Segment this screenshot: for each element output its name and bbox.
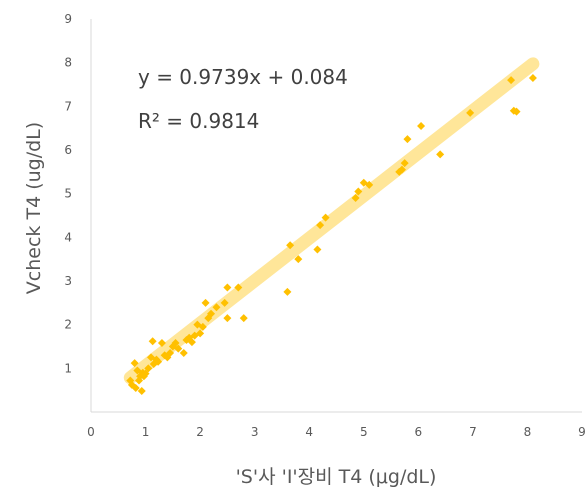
data-point xyxy=(148,337,157,346)
data-point xyxy=(212,303,221,312)
data-point xyxy=(223,283,232,292)
data-point xyxy=(507,76,516,85)
trendline-equation: y = 0.9739x + 0.084 xyxy=(138,65,348,89)
data-point xyxy=(179,349,188,358)
y-tick-label: 8 xyxy=(64,56,72,70)
y-tick-label: 2 xyxy=(64,318,72,332)
x-tick-label: 6 xyxy=(415,425,423,439)
y-tick-label: 9 xyxy=(64,12,72,26)
data-point xyxy=(207,309,216,318)
y-axis-title: Vcheck T4 (ug/dL) xyxy=(23,122,45,294)
y-tick-label: 5 xyxy=(64,187,72,201)
data-point xyxy=(166,349,175,358)
data-point xyxy=(316,221,325,230)
y-tick-label: 6 xyxy=(64,143,72,157)
x-axis-title: 'S'사 'I'장비 T4 (μg/dL) xyxy=(236,466,437,488)
x-tick-label: 3 xyxy=(251,425,259,439)
data-point xyxy=(239,314,248,323)
y-tick-label: 1 xyxy=(64,361,72,375)
r-squared-label: R² = 0.9814 xyxy=(138,109,259,133)
y-tick-labels: 1 2 3 4 5 6 7 8 9 xyxy=(64,12,72,375)
x-tick-label: 5 xyxy=(360,425,368,439)
data-point xyxy=(286,241,295,250)
data-point xyxy=(313,245,322,254)
data-point xyxy=(137,387,146,396)
data-points xyxy=(126,73,537,396)
y-tick-label: 4 xyxy=(64,230,72,244)
y-tick-label: 7 xyxy=(64,99,72,113)
data-point xyxy=(436,150,445,159)
data-point xyxy=(223,314,232,323)
x-tick-label: 1 xyxy=(142,425,150,439)
plot-area xyxy=(90,19,582,413)
data-point xyxy=(157,339,166,348)
data-point xyxy=(131,383,140,392)
data-point xyxy=(321,213,330,222)
data-point xyxy=(187,338,196,347)
y-tick-label: 3 xyxy=(64,274,72,288)
x-tick-label: 2 xyxy=(196,425,204,439)
data-point xyxy=(400,159,409,168)
data-point xyxy=(220,298,229,307)
data-point xyxy=(417,121,426,130)
data-point xyxy=(397,165,406,174)
data-point xyxy=(201,298,210,307)
data-point xyxy=(512,107,521,116)
x-tick-label: 8 xyxy=(524,425,532,439)
data-point xyxy=(528,73,537,82)
x-tick-label: 9 xyxy=(578,425,585,439)
data-point xyxy=(174,344,183,353)
x-tick-label: 7 xyxy=(469,425,477,439)
data-point xyxy=(294,255,303,264)
data-point xyxy=(234,283,243,292)
data-point xyxy=(365,180,374,189)
x-tick-label: 4 xyxy=(305,425,313,439)
x-tick-label: 0 xyxy=(87,425,95,439)
data-point xyxy=(154,357,163,366)
data-point xyxy=(144,364,153,373)
data-point xyxy=(351,194,360,203)
data-point xyxy=(403,135,412,144)
data-point xyxy=(130,359,139,368)
data-point xyxy=(198,322,207,331)
data-point xyxy=(283,287,292,296)
data-point xyxy=(196,329,205,338)
data-point xyxy=(171,339,180,348)
data-point xyxy=(466,108,475,117)
data-point xyxy=(354,187,363,196)
x-tick-labels: 0 1 2 3 4 5 6 7 8 9 xyxy=(87,425,585,439)
